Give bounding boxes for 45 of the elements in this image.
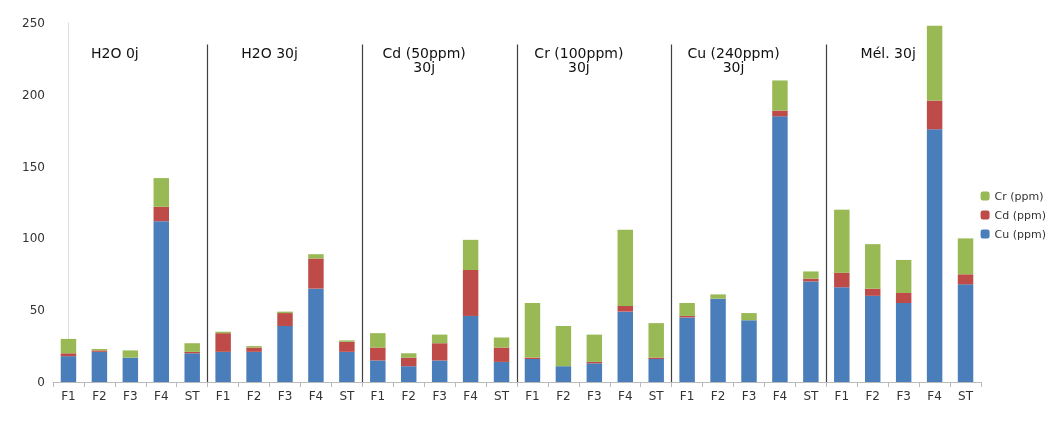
x-tick-label: ST [958, 389, 974, 403]
x-tick-label: F3 [587, 389, 602, 403]
y-tick-label: 150 [22, 159, 45, 174]
annotation: Cu (240ppm) 30j [687, 45, 780, 75]
x-tick-label: F2 [556, 389, 571, 403]
x-tick-label: F3 [277, 389, 293, 403]
x-tick-label: F2 [710, 389, 726, 403]
x-tick-label: F1 [525, 389, 540, 403]
x-tick-label: ST [803, 389, 820, 403]
y-tick-label: 0 [37, 375, 45, 389]
x-tick-label: ST [339, 389, 356, 403]
x-tick-label: F4 [463, 389, 478, 403]
x-tick-label: F4 [927, 389, 942, 403]
x-tick-label: F3 [432, 389, 447, 403]
x-tick-label: ST [494, 389, 510, 403]
x-tick-label: F4 [772, 389, 788, 403]
x-tick-label: F1 [679, 389, 695, 403]
annotation: Cr (100ppm) 30j [534, 45, 624, 75]
x-tick-label: F2 [92, 389, 107, 403]
x-tick-label: F2 [865, 389, 881, 403]
x-tick-label: ST [184, 389, 201, 403]
x-tick-label: F1 [61, 389, 76, 403]
legend-label: Cd (ppm) [994, 208, 1047, 222]
annotation: H2O 30j [241, 45, 298, 61]
x-tick-label: F3 [123, 389, 138, 403]
x-tick-label: F1 [370, 389, 386, 403]
annotation: Mél. 30j [860, 45, 916, 61]
y-tick-label: 200 [22, 87, 45, 102]
x-tick-label: F4 [153, 389, 169, 403]
x-tick-label: F4 [308, 389, 324, 403]
x-tick-label: F4 [617, 389, 633, 403]
x-tick-label: F3 [896, 389, 911, 403]
y-tick-label: 50 [29, 303, 45, 318]
x-tick-label: F3 [741, 389, 757, 403]
x-tick-label: F1 [834, 389, 850, 403]
y-tick-label: 250 [22, 16, 45, 30]
legend-label: Cu (ppm) [994, 227, 1046, 241]
annotation: Cd (50ppm) 30j [382, 45, 466, 75]
x-tick-label: F2 [246, 389, 262, 403]
x-tick-label: F2 [401, 389, 417, 403]
x-tick-label: F1 [215, 389, 231, 403]
y-tick-label: 100 [22, 231, 45, 246]
annotation: H2O 0j [91, 45, 139, 61]
x-tick-label: ST [648, 389, 665, 403]
legend-label: Cr (ppm) [994, 189, 1044, 203]
